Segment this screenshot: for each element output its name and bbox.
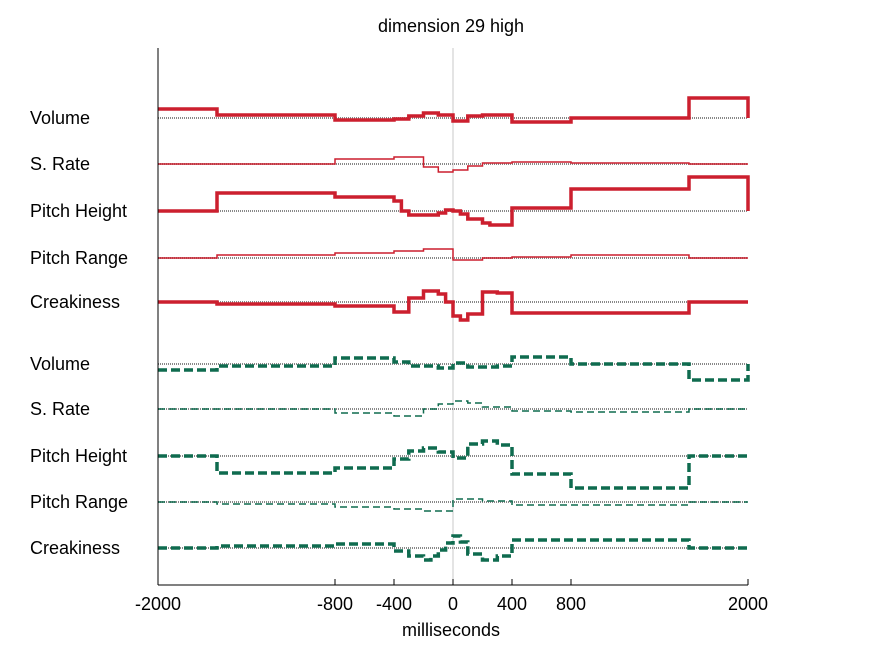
row-label-high-pitch-range: Pitch Range <box>30 248 128 268</box>
axis-layer: -2000 -800 -400 0 400 800 2000 <box>135 48 768 614</box>
row-label-high-pitch-height: Pitch Height <box>30 201 127 221</box>
chart-title: dimension 29 high <box>378 16 524 36</box>
row-label-layer: Volume S. Rate Pitch Height Pitch Range Crea… <box>30 108 128 558</box>
series-layer <box>158 96 750 562</box>
row-label-low-pitch-range: Pitch Range <box>30 492 128 512</box>
row-label-high-s-rate: S. Rate <box>30 154 90 174</box>
x-tick-label: -2000 <box>135 594 181 614</box>
series-line-low-volume <box>158 355 750 382</box>
series-line-high-pitch-height <box>158 175 750 227</box>
row-label-low-s-rate: S. Rate <box>30 399 90 419</box>
row-label-low-creakiness: Creakiness <box>30 538 120 558</box>
series-line-high-creakiness <box>158 289 748 322</box>
row-label-high-creakiness: Creakiness <box>30 292 120 312</box>
x-tick-label: -800 <box>317 594 353 614</box>
series-line-low-creakiness <box>158 534 748 562</box>
x-tick-label: 2000 <box>728 594 768 614</box>
x-tick-label: 800 <box>556 594 586 614</box>
series-line-low-pitch-height <box>158 439 748 490</box>
row-label-high-volume: Volume <box>30 108 90 128</box>
series-line-low-pitch-range <box>158 498 748 512</box>
series-line-high-volume <box>158 96 750 124</box>
x-tick-label: 400 <box>497 594 527 614</box>
x-axis-label: milliseconds <box>402 620 500 640</box>
row-label-low-volume: Volume <box>30 354 90 374</box>
series-line-high-pitch-range <box>158 248 748 261</box>
series-line-high-s-rate <box>158 156 748 173</box>
x-tick-label: -400 <box>376 594 412 614</box>
series-line-low-s-rate <box>158 400 748 417</box>
row-label-low-pitch-height: Pitch Height <box>30 446 127 466</box>
x-tick-label: 0 <box>448 594 458 614</box>
